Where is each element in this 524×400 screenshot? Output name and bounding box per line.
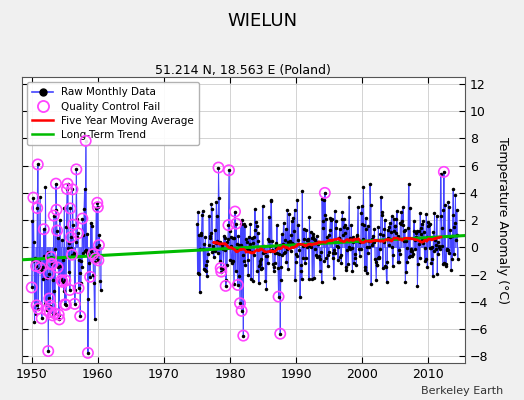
Point	[275, 294, 283, 300]
Quality Control Fail	[46, 302, 54, 309]
Quality Control Fail	[37, 315, 46, 322]
Point	[217, 268, 225, 275]
Quality Control Fail	[45, 295, 53, 302]
Point	[237, 308, 246, 314]
Quality Control Fail	[84, 350, 92, 356]
Quality Control Fail	[74, 230, 82, 236]
Line: Five Year Moving Average: Five Year Moving Average	[214, 237, 441, 253]
Five Year Moving Average	[438, 234, 444, 239]
Point	[239, 332, 247, 339]
Raw Monthly Data	[33, 264, 39, 268]
Line: Raw Monthly Data: Raw Monthly Data	[30, 139, 103, 355]
Quality Control Fail	[46, 309, 54, 315]
Point	[440, 169, 448, 175]
Five Year Moving Average	[211, 240, 217, 245]
Quality Control Fail	[27, 284, 36, 291]
Point	[276, 330, 285, 337]
Quality Control Fail	[52, 180, 60, 187]
Quality Control Fail	[47, 260, 56, 267]
Point	[224, 222, 233, 228]
Quality Control Fail	[71, 301, 79, 307]
Quality Control Fail	[94, 204, 102, 210]
Quality Control Fail	[78, 215, 86, 222]
Quality Control Fail	[89, 251, 97, 258]
Point	[234, 282, 242, 288]
Quality Control Fail	[52, 206, 61, 213]
Quality Control Fail	[34, 161, 42, 168]
Raw Monthly Data	[46, 296, 52, 301]
Quality Control Fail	[42, 307, 51, 314]
Quality Control Fail	[66, 287, 74, 293]
Five Year Moving Average	[421, 239, 427, 244]
Point	[232, 220, 241, 227]
Point	[222, 283, 230, 289]
Five Year Moving Average	[438, 235, 444, 240]
Quality Control Fail	[72, 166, 81, 172]
Quality Control Fail	[86, 274, 94, 280]
Point	[225, 167, 233, 174]
Raw Monthly Data	[97, 287, 104, 292]
Quality Control Fail	[69, 221, 77, 228]
Text: WIELUN: WIELUN	[227, 12, 297, 30]
Quality Control Fail	[32, 302, 41, 308]
Raw Monthly Data	[83, 138, 89, 143]
Title: 51.214 N, 18.563 E (Poland): 51.214 N, 18.563 E (Poland)	[155, 64, 331, 77]
Quality Control Fail	[63, 186, 71, 192]
Five Year Moving Average	[249, 251, 255, 256]
Five Year Moving Average	[383, 238, 389, 242]
Quality Control Fail	[58, 279, 67, 285]
Raw Monthly Data	[61, 205, 68, 210]
Quality Control Fail	[93, 200, 102, 206]
Raw Monthly Data	[69, 187, 75, 192]
Quality Control Fail	[33, 205, 41, 211]
Quality Control Fail	[48, 261, 56, 268]
Quality Control Fail	[67, 234, 75, 240]
Quality Control Fail	[66, 205, 74, 212]
Quality Control Fail	[61, 277, 70, 284]
Quality Control Fail	[53, 264, 62, 271]
Quality Control Fail	[74, 285, 83, 291]
Point	[236, 300, 244, 306]
Legend: Raw Monthly Data, Quality Control Fail, Five Year Moving Average, Long-Term Tren: Raw Monthly Data, Quality Control Fail, …	[27, 82, 199, 145]
Quality Control Fail	[48, 312, 57, 318]
Five Year Moving Average	[277, 246, 283, 251]
Point	[321, 190, 329, 196]
Quality Control Fail	[61, 301, 69, 308]
Quality Control Fail	[55, 316, 63, 323]
Quality Control Fail	[50, 212, 58, 219]
Text: Berkeley Earth: Berkeley Earth	[421, 386, 503, 396]
Quality Control Fail	[45, 270, 53, 277]
Quality Control Fail	[40, 226, 48, 232]
Raw Monthly Data	[85, 350, 91, 355]
Quality Control Fail	[32, 263, 40, 269]
Quality Control Fail	[82, 138, 90, 144]
Quality Control Fail	[54, 312, 63, 318]
Quality Control Fail	[47, 254, 55, 260]
Quality Control Fail	[76, 313, 84, 319]
Quality Control Fail	[36, 264, 45, 271]
Quality Control Fail	[44, 348, 52, 354]
Raw Monthly Data	[71, 251, 77, 256]
Point	[216, 265, 225, 271]
Quality Control Fail	[34, 306, 42, 312]
Five Year Moving Average	[310, 242, 316, 247]
Quality Control Fail	[91, 255, 100, 262]
Quality Control Fail	[53, 227, 61, 234]
Point	[231, 208, 239, 215]
Quality Control Fail	[57, 277, 66, 284]
Five Year Moving Average	[331, 238, 337, 242]
Quality Control Fail	[95, 242, 103, 248]
Raw Monthly Data	[28, 285, 35, 290]
Quality Control Fail	[29, 194, 38, 201]
Quality Control Fail	[51, 310, 59, 317]
Quality Control Fail	[63, 180, 72, 187]
Five Year Moving Average	[385, 237, 391, 242]
Quality Control Fail	[62, 302, 70, 308]
Point	[214, 164, 223, 171]
Quality Control Fail	[68, 186, 77, 192]
Quality Control Fail	[94, 257, 103, 264]
Quality Control Fail	[68, 252, 76, 258]
Y-axis label: Temperature Anomaly (°C): Temperature Anomaly (°C)	[496, 136, 509, 304]
Raw Monthly Data	[74, 234, 81, 239]
